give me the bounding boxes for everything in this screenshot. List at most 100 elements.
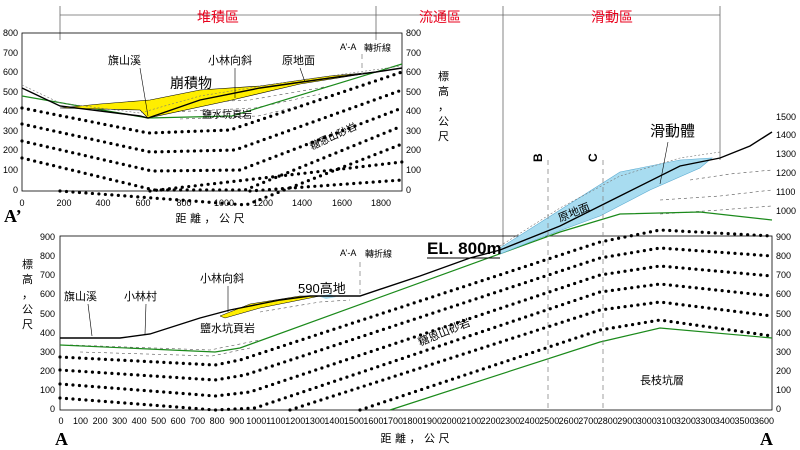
bottom-y-ticks-right: 1500 1400 1300 1200 1100 1000 900 800 70…: [776, 112, 796, 414]
bottom-sliding-mass: [499, 157, 713, 255]
section-c-label: C: [586, 153, 600, 162]
top-colluvium-deposit: [59, 71, 377, 119]
bottom-plot-frame: [59, 235, 773, 411]
bot-rytick-1200: 1200: [776, 168, 796, 178]
bot-xtick-2700: 2700: [578, 416, 598, 426]
bot-xtick-3000: 3000: [637, 416, 657, 426]
bot-rytick-1300: 1300: [776, 149, 796, 159]
bot-xtick-1000: 1000: [246, 416, 266, 426]
bottom-label-el800: EL. 800m: [427, 239, 502, 258]
top-y-ticks-right: 800 700 600 500 400 300 200 100 0: [406, 28, 421, 195]
bot-rytick-1500: 1500: [776, 112, 796, 122]
bottom-leader-qishan: [87, 303, 93, 337]
top-xtick-800: 800: [176, 198, 191, 208]
top-rytick-500: 500: [406, 87, 421, 97]
top-xtick-1200: 1200: [253, 198, 273, 208]
bot-ytick-600: 600: [40, 289, 55, 299]
top-ytick-200: 200: [3, 145, 18, 155]
bot-xtick-1600: 1600: [363, 416, 383, 426]
bot-xtick-600: 600: [171, 416, 186, 426]
top-xtick-1000: 1000: [214, 198, 234, 208]
bot-xtick-2800: 2800: [598, 416, 618, 426]
bottom-label-aa: A’-A: [340, 248, 356, 258]
bot-rytick-100: 100: [776, 385, 791, 395]
top-ytick-500: 500: [3, 87, 18, 97]
bottom-x-ticks: 0 100 200 300 400 500 600 700 800 900 1000 1100 1200…: [58, 416, 774, 426]
bot-rytick-300: 300: [776, 347, 791, 357]
top-label-qishan: 旗山溪: [108, 53, 141, 67]
bottom-label-xiaolin-village: 小林村: [124, 289, 157, 303]
bot-xtick-2500: 2500: [539, 416, 559, 426]
bottom-label-yanshuikeng: 鹽水坑頁岩: [200, 321, 255, 335]
bottom-x-axis-label: 距 離 ， 公 尺: [381, 431, 450, 445]
bottom-leader-sliding-mass: [659, 141, 669, 185]
top-label-tangen: 糖恩山砂岩: [308, 120, 359, 153]
bottom-bedding-dotted-lines: [58, 228, 774, 412]
bot-xtick-1900: 1900: [422, 416, 442, 426]
bottom-label-qishan: 旗山溪: [64, 289, 97, 303]
top-rytick-800: 800: [406, 28, 421, 38]
top-xtick-1400: 1400: [292, 198, 312, 208]
top-xtick-400: 400: [95, 198, 110, 208]
bot-xtick-100: 100: [73, 416, 88, 426]
bot-xtick-2300: 2300: [500, 416, 520, 426]
bot-rytick-1000: 1000: [776, 206, 796, 216]
top-x-ticks: 0 200 400 600 800 1000 1200 1400 1600 18…: [19, 198, 391, 208]
bot-rytick-500: 500: [776, 309, 791, 319]
top-y-ticks-left: 800 700 600 500 400 300 200 100 0: [3, 28, 18, 195]
top-ytick-800: 800: [3, 28, 18, 38]
bot-xtick-1400: 1400: [324, 416, 344, 426]
bot-xtick-200: 200: [93, 416, 108, 426]
top-ytick-300: 300: [3, 126, 18, 136]
section-b-label: B: [531, 153, 545, 162]
bot-ytick-400: 400: [40, 328, 55, 338]
bot-rytick-0: 0: [776, 404, 781, 414]
bot-rytick-900: 900: [776, 232, 791, 242]
bot-ytick-700: 700: [40, 270, 55, 280]
top-xtick-0: 0: [19, 198, 24, 208]
bot-ytick-0: 0: [50, 404, 55, 414]
bottom-corner-left: A: [55, 429, 68, 449]
bot-rytick-200: 200: [776, 366, 791, 376]
top-label-original-ground: 原地面: [282, 54, 315, 67]
bottom-section: B C 900 800 700 600 500 400 300 200 100 …: [22, 112, 796, 449]
bot-xtick-2900: 2900: [617, 416, 637, 426]
top-ytick-700: 700: [3, 48, 18, 58]
bot-rytick-1400: 1400: [776, 130, 796, 140]
bot-xtick-2200: 2200: [481, 416, 501, 426]
bot-xtick-2100: 2100: [461, 416, 481, 426]
bot-ytick-800: 800: [40, 251, 55, 261]
bottom-label-changzhikeng: 長枝坑層: [640, 373, 684, 387]
zone-header: 堆積區 流通區 滑動區: [59, 6, 721, 250]
bottom-y-ticks-left: 900 800 700 600 500 400 300 200 100 0: [40, 232, 55, 414]
bot-xtick-2600: 2600: [559, 416, 579, 426]
bottom-leader-village: [144, 303, 147, 335]
top-original-ground-line: [21, 65, 403, 114]
bot-ytick-300: 300: [40, 347, 55, 357]
bot-xtick-3500: 3500: [734, 416, 754, 426]
top-xtick-1800: 1800: [371, 198, 391, 208]
top-label-colluvium: 崩積物: [170, 76, 212, 92]
top-corner-label: A’: [4, 206, 22, 226]
bot-ytick-900: 900: [40, 232, 55, 242]
bot-rytick-600: 600: [776, 289, 791, 299]
bottom-ground-surface: [60, 131, 773, 339]
top-rytick-100: 100: [406, 165, 421, 175]
bot-xtick-1500: 1500: [344, 416, 364, 426]
bottom-label-xiaolin-syncline: 小林向斜: [200, 271, 244, 285]
top-label-aa: A’-A: [340, 42, 356, 52]
bot-rytick-400: 400: [776, 328, 791, 338]
bot-xtick-400: 400: [132, 416, 147, 426]
bottom-corner-right: A: [760, 429, 773, 449]
top-xtick-200: 200: [56, 198, 71, 208]
bot-xtick-3300: 3300: [695, 416, 715, 426]
top-bedding-dotted-lines: [20, 70, 404, 207]
top-rytick-600: 600: [406, 67, 421, 77]
bot-xtick-1100: 1100: [266, 416, 285, 426]
zone-flow-label: 流通區: [419, 10, 461, 26]
bot-xtick-700: 700: [190, 416, 205, 426]
top-ytick-100: 100: [3, 165, 18, 175]
top-leader-qishan: [139, 67, 149, 117]
bot-xtick-900: 900: [229, 416, 244, 426]
